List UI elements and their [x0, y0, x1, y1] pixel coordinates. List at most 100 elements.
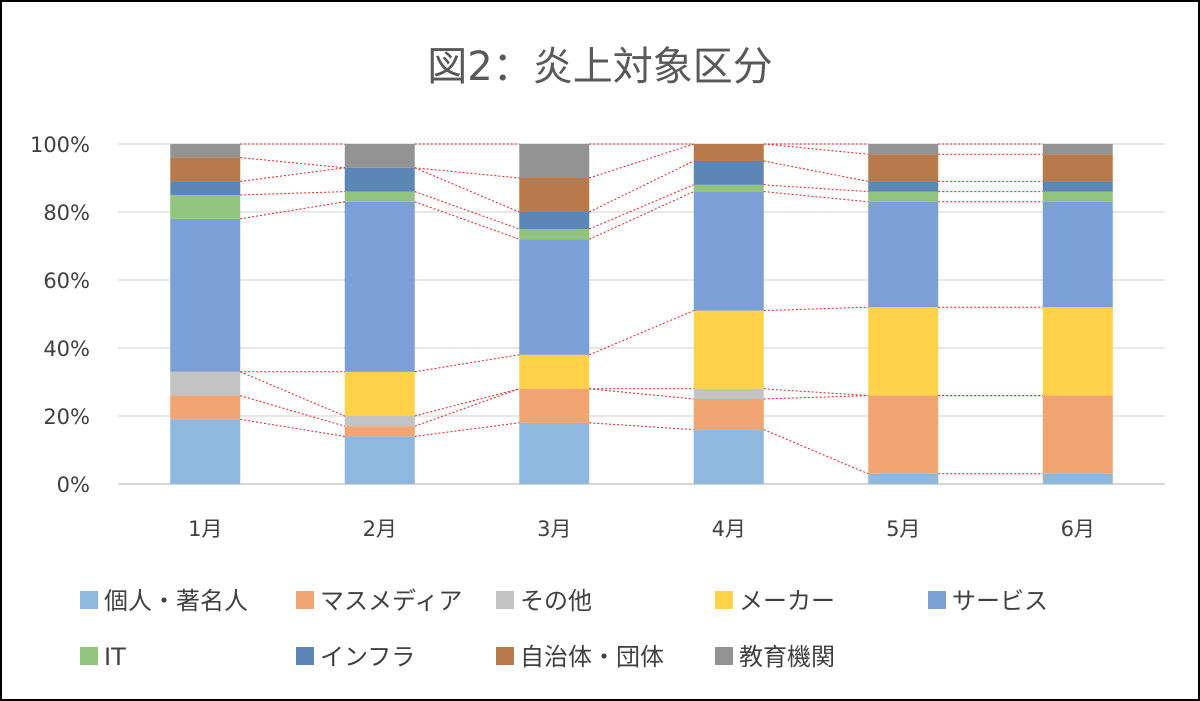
x-tick-label: 3月 — [537, 517, 571, 541]
series-connector-line — [763, 429, 869, 475]
series-connector-line — [589, 160, 694, 213]
bar-segment — [868, 144, 939, 155]
x-tick-label: 5月 — [886, 517, 920, 541]
y-tick-label: 80% — [43, 201, 90, 225]
legend-swatch — [80, 647, 98, 665]
legend-item: 個人・著名人 — [80, 587, 248, 615]
bar-segment — [1042, 395, 1113, 474]
bar-segment — [519, 178, 590, 212]
bar-segment — [693, 399, 764, 430]
series-connector-line — [414, 191, 520, 230]
bar-segment — [519, 212, 590, 229]
bar-segment — [170, 371, 241, 396]
bar-segment — [868, 307, 939, 396]
series-connector-line — [414, 167, 520, 213]
legend-label: 教育機関 — [739, 643, 835, 671]
series-connector-line — [763, 395, 869, 400]
series-connector-line — [763, 306, 869, 312]
bar-segment — [170, 144, 241, 158]
bar-segment — [1042, 473, 1113, 484]
series-connector-line — [589, 143, 694, 179]
legend-label: サービス — [952, 587, 1048, 615]
bar-segment — [693, 191, 764, 311]
bar-segment — [868, 201, 939, 308]
legend-swatch — [715, 591, 733, 609]
bar-segment — [344, 416, 415, 427]
bar-segment — [344, 144, 415, 168]
bar-segment — [1042, 144, 1113, 155]
legend-item: その他 — [496, 587, 592, 615]
series-connector-line — [414, 388, 520, 427]
bar-segment — [519, 144, 590, 178]
grid-lines — [118, 143, 1165, 485]
bars — [170, 144, 1113, 484]
bar-segment — [1042, 154, 1113, 182]
bar-segment — [693, 161, 764, 185]
series-connector-line — [763, 143, 869, 155]
series-connector-line — [240, 395, 345, 427]
legend-swatch — [928, 591, 946, 609]
series-connector-line — [414, 354, 520, 373]
bar-segment — [693, 184, 764, 192]
chart-title: 図2：炎上対象区分 — [427, 44, 772, 90]
bar-segment — [1042, 181, 1113, 192]
legend-item: メーカー — [715, 587, 835, 615]
bar-segment — [1042, 307, 1113, 396]
series-connector-line — [240, 201, 345, 220]
legend-swatch — [296, 647, 314, 665]
bar-segment — [693, 429, 764, 484]
series-connector-line — [414, 422, 520, 437]
legend-label: 個人・著名人 — [104, 587, 248, 615]
y-tick-label: 100% — [30, 133, 90, 157]
x-tick-label: 1月 — [188, 517, 222, 541]
y-tick-label: 40% — [43, 337, 90, 361]
legend-item: マスメディア — [296, 587, 462, 615]
bar-segment — [344, 167, 415, 192]
series-connector-line — [763, 160, 869, 182]
legend-swatch — [296, 591, 314, 609]
bar-segment — [693, 388, 764, 399]
bar-segment — [170, 419, 241, 484]
bar-segment — [693, 144, 764, 161]
bar-segment — [170, 395, 241, 420]
bar-segment — [519, 229, 590, 240]
legend-item: 教育機関 — [715, 643, 835, 671]
series-connector-line — [589, 422, 694, 431]
x-tick-label: 6月 — [1061, 517, 1095, 541]
bar-segment — [1042, 201, 1113, 308]
connector-lines — [240, 143, 1043, 475]
legend-swatch — [496, 591, 514, 609]
series-connector-line — [589, 310, 694, 356]
legend-label: 自治体・団体 — [520, 643, 664, 671]
bar-segment — [868, 473, 939, 484]
series-connector-line — [240, 191, 345, 196]
bar-segment — [1042, 191, 1113, 202]
legend-item: サービス — [928, 587, 1048, 615]
legend-label: インフラ — [320, 643, 415, 671]
bar-segment — [170, 195, 241, 219]
legend-label: IT — [104, 643, 126, 671]
bar-segment — [519, 422, 590, 484]
series-connector-line — [240, 371, 345, 417]
legend-swatch — [80, 591, 98, 609]
y-axis: 0% 20% 40% 60% 80% 100% — [30, 133, 90, 497]
series-connector-line — [763, 184, 869, 193]
y-tick-label: 0% — [57, 473, 90, 497]
bar-segment — [868, 191, 939, 202]
legend-swatch — [496, 647, 514, 665]
legend-swatch — [715, 647, 733, 665]
series-connector-line — [240, 167, 345, 182]
series-connector-line — [240, 157, 345, 169]
legend-item: 自治体・団体 — [496, 643, 664, 671]
series-connector-line — [763, 191, 869, 203]
bar-segment — [344, 436, 415, 484]
series-connector-line — [414, 388, 520, 417]
y-tick-label: 60% — [43, 269, 90, 293]
bar-segment — [344, 201, 415, 372]
x-axis: 1月 2月 3月 4月 5月 6月 — [188, 517, 1095, 541]
bar-segment — [693, 310, 764, 389]
bar-segment — [170, 181, 241, 195]
bar-segment — [344, 191, 415, 202]
y-tick-label: 20% — [43, 405, 90, 429]
